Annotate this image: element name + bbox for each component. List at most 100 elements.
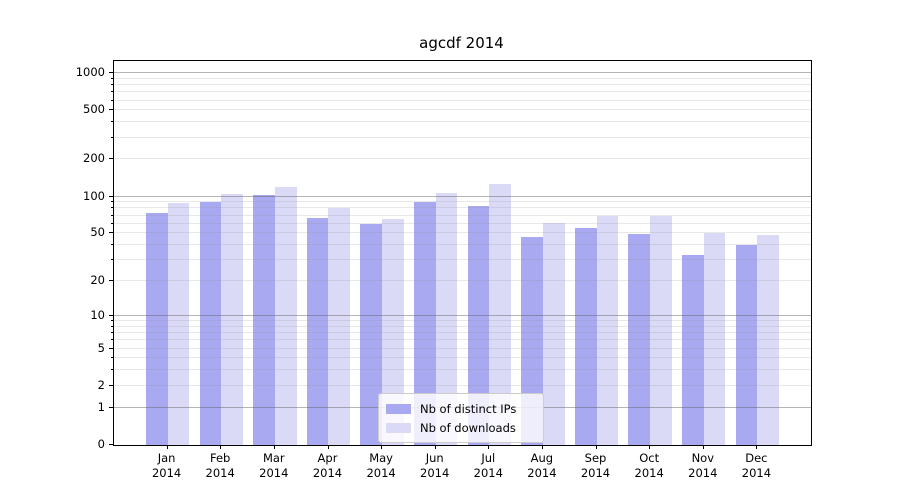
y-tick (109, 347, 113, 349)
x-tick (434, 445, 436, 449)
y-minor-tick (111, 325, 113, 327)
y-tick (109, 109, 113, 111)
gridline-minor (114, 244, 811, 245)
x-tick-label: Feb 2014 (190, 451, 250, 481)
x-tick-label: Apr 2014 (298, 451, 358, 481)
y-tick (109, 72, 113, 73)
gridline-minor (114, 259, 811, 261)
x-tick-label-year: 2014 (473, 466, 503, 480)
y-tick (109, 406, 113, 408)
y-minor-tick (111, 121, 113, 123)
x-tick-label: Dec 2014 (726, 451, 786, 481)
x-tick-label-year: 2014 (312, 466, 343, 480)
bar-downloads-feb (221, 193, 243, 445)
gridline-minor (114, 207, 811, 209)
bar-downloads-jun (435, 192, 458, 445)
x-tick-label-month: Oct (639, 451, 660, 465)
legend-label-distinct-ips: Nb of distinct IPs (420, 401, 517, 416)
x-tick-label-month: Feb (210, 451, 231, 465)
x-tick-label-year: 2014 (259, 466, 289, 480)
gridline-minor (114, 347, 811, 349)
gridline-minor (114, 384, 811, 386)
x-tick-label: Mar 2014 (244, 451, 304, 481)
gridline-minor (114, 158, 811, 160)
x-tick-label: May 2014 (351, 451, 411, 481)
y-minor-tick (111, 214, 113, 216)
bar-distinct-ips-jun (413, 202, 436, 445)
y-minor-tick (111, 259, 113, 261)
bar-downloads-aug (542, 222, 565, 445)
y-tick-label: 200 (83, 151, 105, 166)
y-minor-tick (111, 84, 113, 85)
x-tick (166, 445, 168, 449)
x-tick-label-year: 2014 (366, 466, 396, 480)
x-tick (381, 445, 383, 449)
bar-distinct-ips-dec (735, 245, 758, 445)
gridline-minor (114, 280, 811, 282)
x-tick-label-month: Apr (317, 451, 338, 465)
x-tick-label-month: Sep (584, 451, 607, 465)
gridline-minor (114, 320, 811, 321)
x-tick-label-year: 2014 (527, 466, 557, 480)
bar-distinct-ips-mar (253, 194, 275, 445)
x-tick-label-year: 2014 (205, 466, 235, 480)
gridline-minor (114, 109, 811, 111)
y-minor-tick (111, 320, 113, 321)
gridline-minor (114, 369, 811, 371)
x-tick (702, 445, 704, 449)
y-minor-tick (111, 77, 113, 79)
legend-swatch-downloads (386, 422, 411, 433)
x-tick (595, 445, 597, 449)
x-tick-label-year: 2014 (580, 466, 611, 480)
x-tick (273, 445, 275, 449)
y-minor-tick (111, 201, 113, 203)
y-minor-tick (111, 369, 113, 371)
x-tick-label-month: May (369, 451, 393, 465)
gridline-minor (114, 222, 811, 224)
x-tick-label-month: Dec (745, 451, 768, 465)
x-tick-label-month: Jan (157, 451, 176, 465)
y-minor-tick (111, 99, 113, 101)
x-tick (756, 445, 758, 449)
bar-downloads-jan (167, 203, 190, 445)
bar-downloads-nov (703, 233, 726, 445)
x-tick (327, 445, 329, 449)
x-tick-label: Nov 2014 (673, 451, 733, 481)
bar-distinct-ips-jan (145, 213, 168, 445)
legend-label-downloads: Nb of downloads (420, 420, 516, 435)
y-tick (109, 232, 113, 234)
gridline-minor (114, 325, 811, 327)
gridline-major (114, 195, 811, 197)
bar-distinct-ips-may (360, 223, 383, 445)
x-tick-label: Jan 2014 (137, 451, 197, 481)
bar-downloads-oct (650, 215, 672, 445)
y-minor-tick (111, 207, 113, 209)
x-tick-label-month: Nov (691, 451, 715, 465)
y-minor-tick (111, 339, 113, 341)
y-tick-label: 5 (97, 340, 105, 355)
gridline-minor (114, 121, 811, 123)
y-minor-tick (111, 222, 113, 224)
y-tick (109, 384, 113, 386)
bar-distinct-ips-oct (628, 234, 651, 445)
x-tick-label-year: 2014 (688, 466, 718, 480)
gridline-major (114, 314, 811, 316)
y-minor-tick (111, 136, 113, 138)
y-tick (109, 195, 113, 197)
bar-distinct-ips-jul (467, 206, 490, 445)
x-tick-label: Jun 2014 (405, 451, 465, 481)
x-tick-label-year: 2014 (741, 466, 772, 480)
x-tick-label: Jul 2014 (458, 451, 518, 481)
bar-distinct-ips-apr (306, 217, 329, 445)
legend: Nb of distinct IPs Nb of downloads (378, 393, 544, 443)
y-tick-label: 0 (97, 437, 105, 451)
x-tick (649, 445, 651, 449)
gridline-minor (114, 332, 811, 333)
y-tick (109, 158, 113, 160)
x-tick-label: Sep 2014 (566, 451, 626, 481)
y-tick-label: 500 (83, 102, 105, 117)
gridline-major (114, 72, 811, 73)
bar-downloads-may (382, 218, 404, 445)
x-tick (488, 445, 490, 449)
gridline-minor (114, 99, 811, 101)
